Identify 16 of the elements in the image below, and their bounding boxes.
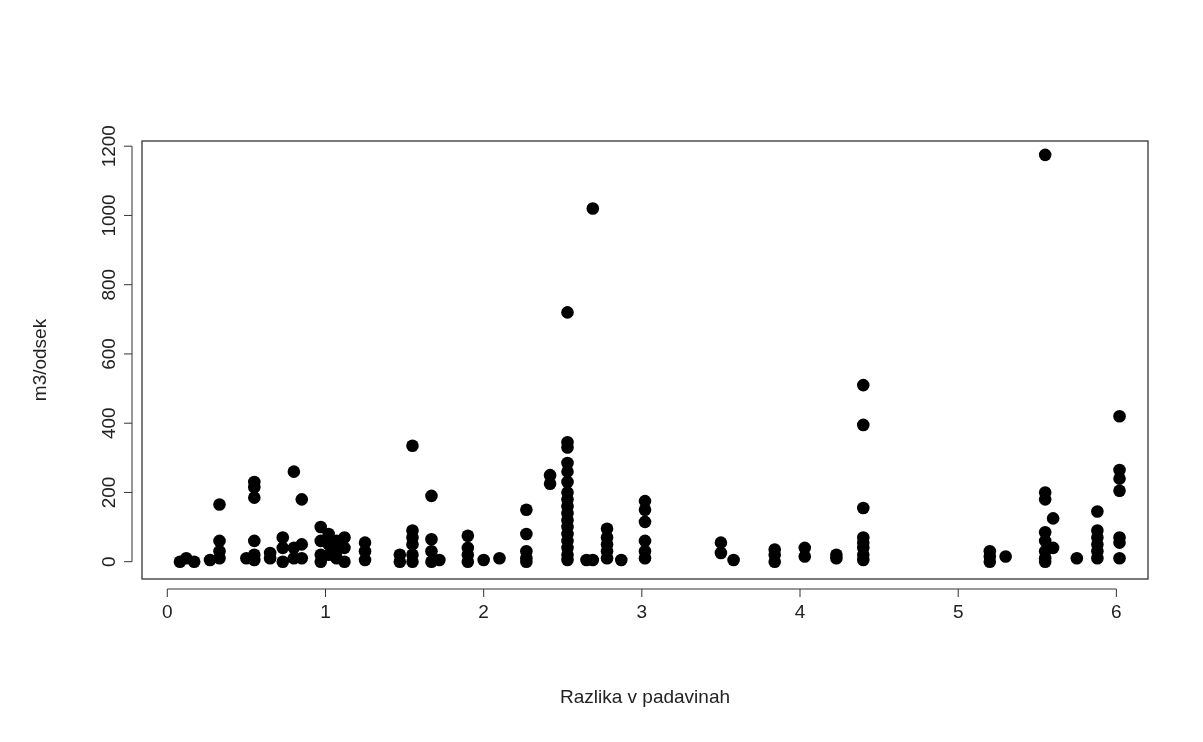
- x-tick-label: 4: [794, 601, 806, 622]
- x-tick-label: 0: [162, 601, 173, 622]
- y-tick-label: 0: [98, 556, 119, 567]
- y-axis-title: m3/odsek: [29, 318, 50, 402]
- y-tick-label: 200: [98, 476, 119, 509]
- y-tick-label: 1000: [98, 194, 119, 237]
- x-tick-label: 2: [478, 601, 489, 622]
- x-tick-label: 1: [320, 601, 331, 622]
- y-tick-label: 1200: [98, 125, 119, 168]
- x-tick-label: 6: [1111, 601, 1122, 622]
- y-tick-label: 800: [98, 268, 119, 301]
- x-tick-label: 3: [636, 601, 648, 622]
- x-tick-label: 5: [952, 601, 964, 622]
- y-tick-label: 600: [98, 338, 119, 370]
- x-axis-title: Razlika v padavinah: [559, 686, 731, 707]
- y-tick-label: 400: [98, 407, 119, 440]
